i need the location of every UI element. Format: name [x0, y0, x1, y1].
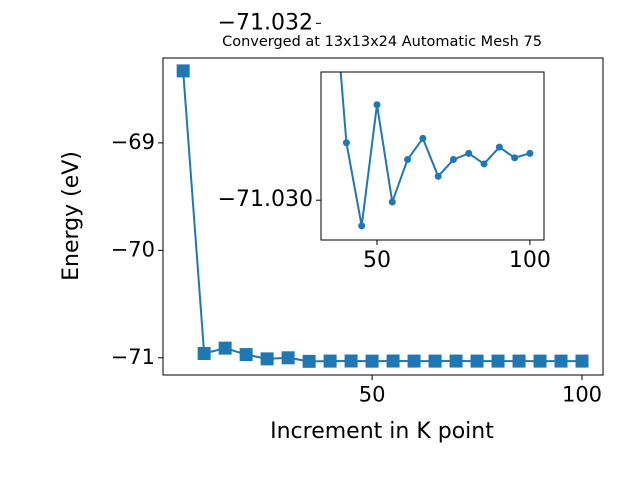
- plot-frame: [162, 57, 604, 376]
- data-marker: [218, 341, 232, 355]
- y-axis-label: Energy (eV): [59, 151, 84, 281]
- data-marker: [491, 354, 505, 368]
- data-marker: [344, 354, 358, 368]
- data-marker: [281, 351, 295, 365]
- x-tick-label: 50: [359, 383, 386, 407]
- data-line: [339, 72, 531, 227]
- data-marker: [512, 354, 526, 368]
- data-marker: [428, 354, 442, 368]
- data-marker: [419, 134, 427, 142]
- data-marker: [388, 198, 396, 206]
- y-tick-label: −70: [111, 237, 155, 261]
- x-tick-label: 50: [363, 248, 391, 273]
- y-tick-label: −69: [111, 130, 155, 154]
- data-marker: [386, 354, 400, 368]
- data-marker: [365, 354, 379, 368]
- x-tick-label: 100: [509, 248, 551, 273]
- data-marker: [197, 347, 211, 361]
- data-marker: [533, 354, 547, 368]
- data-marker: [434, 172, 442, 180]
- data-marker: [465, 149, 473, 157]
- y-tick-label: −71: [111, 345, 155, 369]
- x-tick-label: 100: [562, 383, 602, 407]
- data-marker: [239, 348, 253, 362]
- data-marker: [373, 101, 381, 109]
- plot-frame: [320, 71, 545, 241]
- data-marker: [407, 354, 421, 368]
- data-marker: [358, 222, 366, 230]
- data-marker: [480, 160, 488, 168]
- data-marker: [404, 156, 412, 164]
- data-marker: [554, 354, 568, 368]
- data-marker: [449, 156, 457, 164]
- data-marker: [511, 154, 519, 162]
- data-marker: [260, 352, 274, 366]
- y-tick-label: −71.032: [218, 10, 313, 35]
- data-marker: [470, 354, 484, 368]
- data-marker: [449, 354, 463, 368]
- data-marker: [176, 64, 190, 78]
- data-marker: [342, 139, 350, 147]
- y-tick-label: −71.030: [218, 187, 313, 212]
- data-marker: [575, 354, 589, 368]
- chart-title: Converged at 13x13x24 Automatic Mesh 75: [222, 34, 542, 50]
- x-axis-label: Increment in K point: [270, 419, 494, 444]
- plot-content: [176, 64, 589, 368]
- plot-content: [339, 72, 534, 230]
- data-marker: [495, 143, 503, 151]
- data-marker: [323, 354, 337, 368]
- data-marker: [526, 149, 534, 157]
- data-marker: [302, 354, 316, 368]
